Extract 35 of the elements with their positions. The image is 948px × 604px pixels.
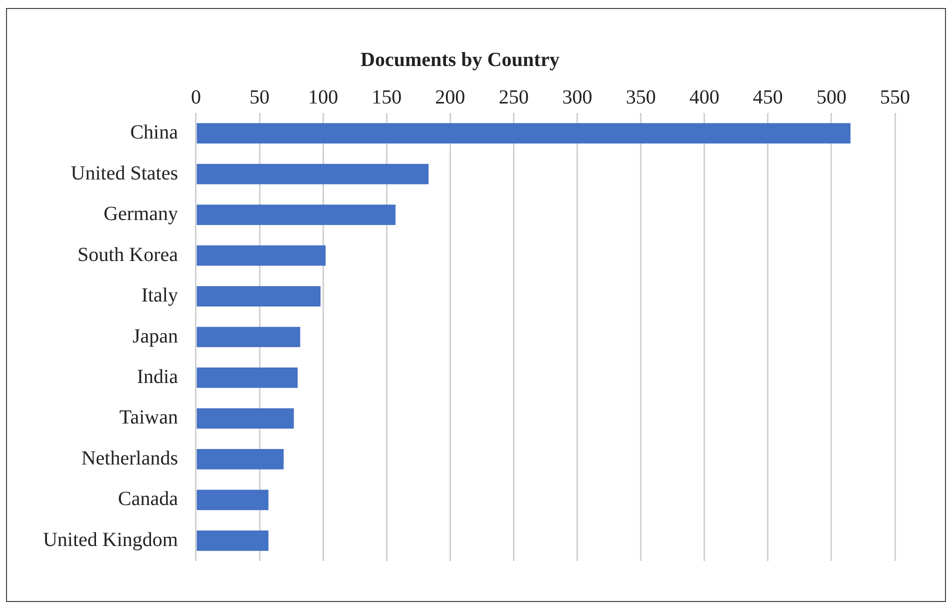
bar bbox=[196, 164, 429, 184]
y-tick-label: Italy bbox=[141, 284, 178, 307]
bar bbox=[196, 204, 396, 225]
y-tick-label: Taiwan bbox=[119, 406, 178, 429]
x-tick-label: 0 bbox=[190, 86, 201, 108]
bar bbox=[196, 123, 851, 144]
y-tick-label: Germany bbox=[104, 203, 178, 226]
bar bbox=[196, 368, 298, 388]
y-tick-label: South Korea bbox=[77, 244, 178, 266]
x-tick-label: 250 bbox=[498, 86, 529, 108]
x-tick-label: 550 bbox=[880, 86, 910, 108]
bar bbox=[196, 245, 326, 266]
bar bbox=[196, 490, 268, 510]
y-tick-label: India bbox=[136, 366, 178, 388]
chart-title: Documents by Country bbox=[360, 49, 560, 72]
x-tick-label: 400 bbox=[689, 86, 720, 108]
y-tick-label: United States bbox=[70, 162, 178, 184]
x-tick-label: 300 bbox=[562, 86, 592, 108]
x-tick-label: 500 bbox=[816, 86, 846, 108]
y-tick-label: China bbox=[130, 122, 178, 144]
bar bbox=[196, 449, 284, 470]
x-tick-label: 200 bbox=[435, 86, 466, 108]
y-tick-label: Japan bbox=[132, 325, 178, 348]
x-tick-label: 50 bbox=[250, 86, 270, 108]
bar bbox=[196, 286, 321, 306]
y-tick-label: Netherlands bbox=[81, 447, 178, 470]
bar bbox=[196, 408, 294, 429]
x-tick-label: 100 bbox=[308, 86, 338, 108]
y-tick-label: Canada bbox=[118, 488, 178, 510]
x-tick-label: 150 bbox=[372, 86, 402, 108]
x-tick-label: 350 bbox=[626, 86, 656, 108]
x-tick-label: 450 bbox=[752, 86, 783, 108]
bar bbox=[196, 530, 268, 551]
bar bbox=[196, 326, 300, 348]
y-tick-label: United Kingdom bbox=[42, 528, 178, 551]
